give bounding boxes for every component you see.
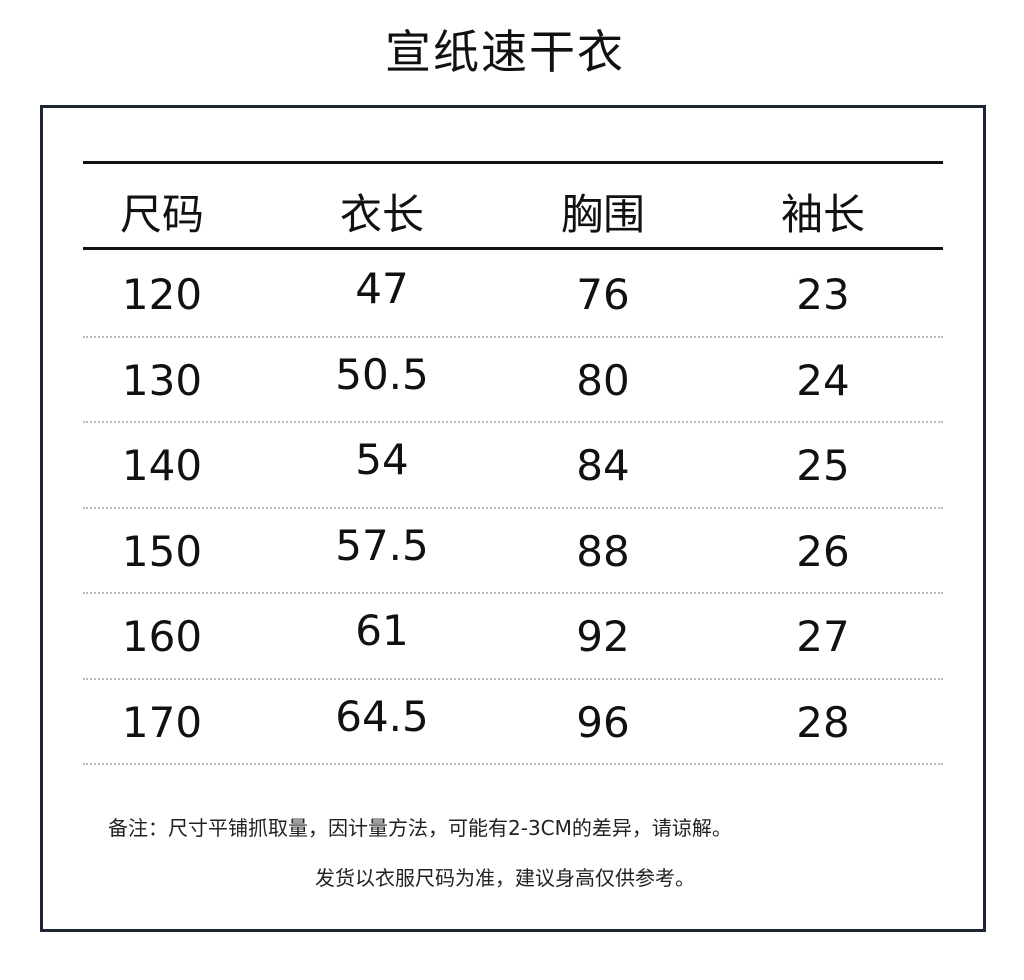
header-sleeve: 袖长 bbox=[780, 190, 865, 239]
cell-sleeve: 28 bbox=[796, 698, 850, 747]
row-divider bbox=[83, 763, 943, 765]
note-line-1: 备注：尺寸平铺抓取量，因计量方法，可能有2-3CM的差异，请谅解。 bbox=[108, 816, 732, 840]
cell-sleeve: 23 bbox=[796, 270, 850, 319]
cell-chest: 92 bbox=[576, 612, 630, 662]
cell-size: 150 bbox=[121, 526, 203, 576]
header-size: 尺码 bbox=[119, 190, 204, 239]
cell-chest: 80 bbox=[576, 355, 630, 405]
page-title: 宣纸速干衣 bbox=[385, 25, 625, 79]
cell-chest: 76 bbox=[576, 270, 630, 319]
cell-chest: 96 bbox=[576, 698, 630, 747]
cell-size: 130 bbox=[121, 355, 203, 405]
row-divider bbox=[83, 506, 943, 509]
cell-size: 120 bbox=[121, 270, 203, 319]
cell-length: 57.5 bbox=[335, 520, 429, 570]
size-chart-frame bbox=[40, 105, 986, 932]
row-divider bbox=[83, 677, 943, 680]
cell-size: 160 bbox=[121, 612, 203, 662]
cell-size: 140 bbox=[121, 441, 203, 491]
cell-chest: 88 bbox=[576, 526, 630, 576]
cell-length: 54 bbox=[355, 435, 409, 485]
header-length: 衣长 bbox=[339, 190, 424, 239]
cell-length: 61 bbox=[355, 606, 409, 656]
cell-length: 50.5 bbox=[335, 349, 429, 399]
row-divider bbox=[83, 336, 943, 338]
header-bottom-rule bbox=[83, 247, 943, 250]
cell-length: 47 bbox=[355, 264, 409, 313]
row-divider bbox=[83, 592, 943, 595]
cell-length: 64.5 bbox=[335, 692, 429, 741]
cell-sleeve: 27 bbox=[796, 612, 850, 662]
row-divider bbox=[83, 421, 943, 424]
note-line-2: 发货以衣服尺码为准，建议身高仅供参考。 bbox=[315, 866, 695, 890]
cell-sleeve: 25 bbox=[796, 441, 850, 491]
table-top-rule bbox=[83, 161, 943, 164]
cell-chest: 84 bbox=[576, 441, 630, 491]
header-chest: 胸围 bbox=[560, 190, 645, 239]
cell-size: 170 bbox=[121, 698, 203, 747]
cell-sleeve: 26 bbox=[796, 526, 850, 576]
cell-sleeve: 24 bbox=[796, 355, 850, 405]
